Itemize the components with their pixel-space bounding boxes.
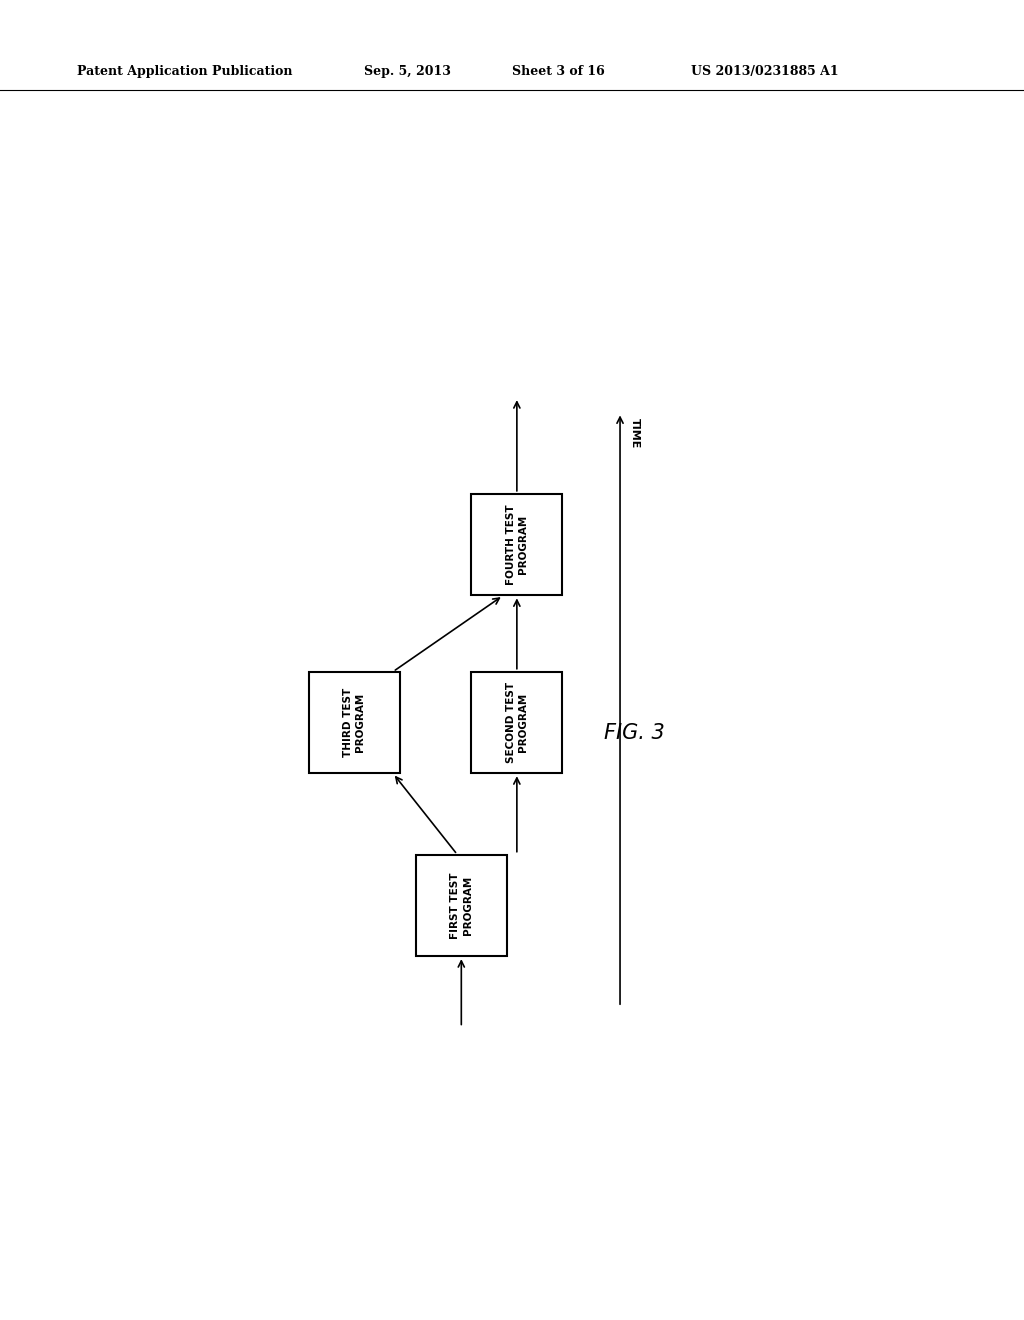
Text: Sep. 5, 2013: Sep. 5, 2013: [364, 65, 451, 78]
Text: SECOND TEST
PROGRAM: SECOND TEST PROGRAM: [506, 682, 528, 763]
Bar: [416, 854, 507, 956]
Text: Sheet 3 of 16: Sheet 3 of 16: [512, 65, 605, 78]
Bar: [308, 672, 399, 774]
Text: US 2013/0231885 A1: US 2013/0231885 A1: [691, 65, 839, 78]
Text: FOURTH TEST
PROGRAM: FOURTH TEST PROGRAM: [506, 504, 528, 585]
Bar: [471, 494, 562, 595]
Text: THIRD TEST
PROGRAM: THIRD TEST PROGRAM: [343, 688, 366, 758]
Text: TIME: TIME: [630, 417, 640, 447]
Text: FIRST TEST
PROGRAM: FIRST TEST PROGRAM: [451, 873, 472, 939]
Bar: [471, 672, 562, 774]
Text: Patent Application Publication: Patent Application Publication: [77, 65, 292, 78]
Text: FIG. 3: FIG. 3: [604, 722, 665, 743]
